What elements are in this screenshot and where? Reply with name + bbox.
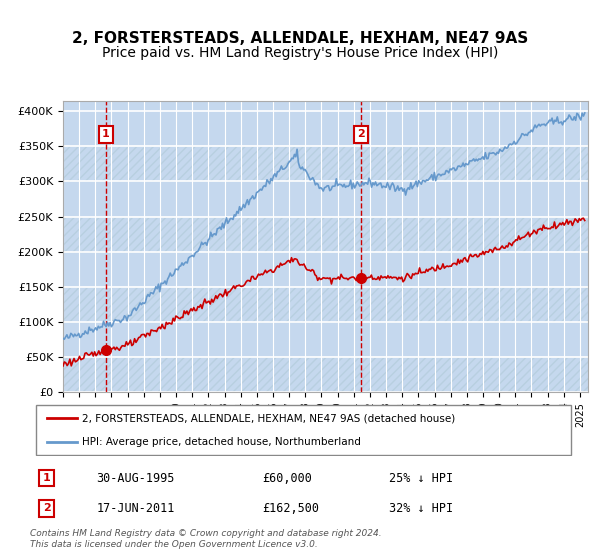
Text: 25% ↓ HPI: 25% ↓ HPI (389, 472, 453, 484)
Text: 2: 2 (43, 503, 50, 514)
FancyBboxPatch shape (35, 405, 571, 455)
Text: 1: 1 (102, 129, 110, 139)
Text: 17-JUN-2011: 17-JUN-2011 (96, 502, 175, 515)
Text: 2: 2 (358, 129, 365, 139)
Text: £60,000: £60,000 (262, 472, 312, 484)
Text: 30-AUG-1995: 30-AUG-1995 (96, 472, 175, 484)
Text: Price paid vs. HM Land Registry's House Price Index (HPI): Price paid vs. HM Land Registry's House … (102, 46, 498, 60)
Text: 2, FORSTERSTEADS, ALLENDALE, HEXHAM, NE47 9AS (detached house): 2, FORSTERSTEADS, ALLENDALE, HEXHAM, NE4… (82, 413, 455, 423)
Text: £162,500: £162,500 (262, 502, 319, 515)
Text: 1: 1 (43, 473, 50, 483)
Text: 2, FORSTERSTEADS, ALLENDALE, HEXHAM, NE47 9AS: 2, FORSTERSTEADS, ALLENDALE, HEXHAM, NE4… (72, 31, 528, 46)
Text: Contains HM Land Registry data © Crown copyright and database right 2024.
This d: Contains HM Land Registry data © Crown c… (30, 529, 382, 549)
Text: HPI: Average price, detached house, Northumberland: HPI: Average price, detached house, Nort… (82, 436, 361, 446)
Text: 32% ↓ HPI: 32% ↓ HPI (389, 502, 453, 515)
